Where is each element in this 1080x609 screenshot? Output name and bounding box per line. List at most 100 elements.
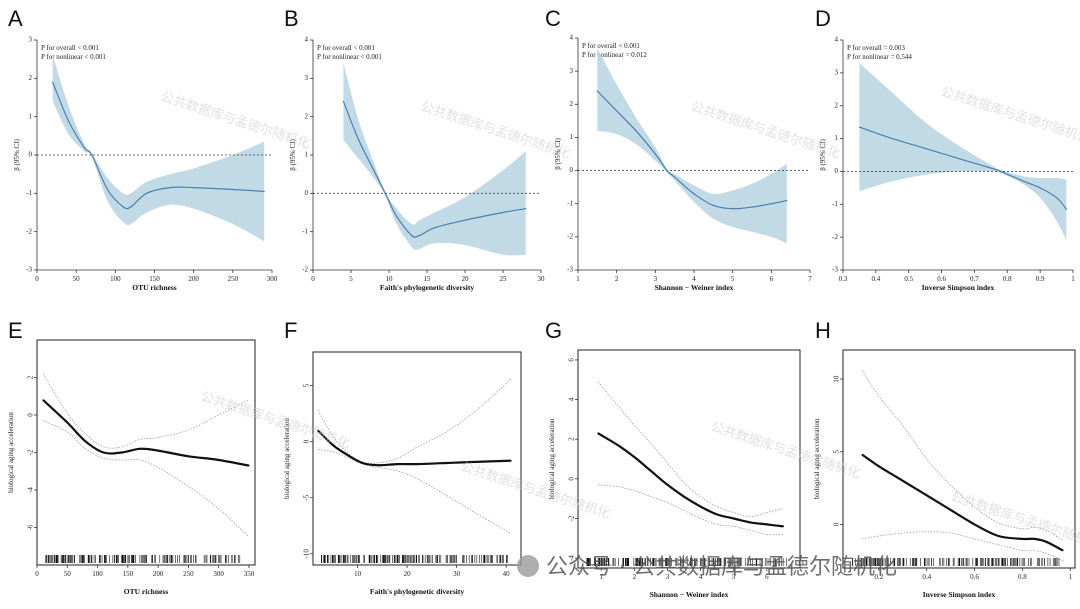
x-tick-label: 30 (453, 570, 461, 578)
plot-frame (36, 339, 256, 566)
fitted-curve (597, 432, 784, 528)
fit-point (122, 206, 124, 208)
confidence-band (343, 63, 526, 256)
x-axis-label: Faith's phylogenetic diversity (380, 283, 474, 292)
fit-point (1045, 541, 1047, 543)
y-axis-label: β (95% CI) (289, 139, 297, 171)
x-tick-label: 20 (462, 275, 470, 283)
fit-point (924, 147, 926, 150)
y-tick-label: 1 (570, 133, 574, 141)
x-tick-label: 150 (123, 570, 134, 578)
fit-point (997, 535, 1000, 537)
chart-panel-g: G -4 -2 0 2 4 6 1 2 3 4 5 6 Shannon − Weiner index bio… (545, 318, 801, 599)
fit-point (106, 188, 109, 191)
y-tick-label: 0 (568, 477, 576, 481)
fit-point (733, 517, 735, 520)
x-tick-label: 6 (770, 275, 774, 283)
upper-ci-curve (42, 373, 250, 449)
x-tick-label: 4 (692, 275, 696, 283)
x-tick-label: 1 (576, 275, 580, 283)
fit-point (411, 234, 413, 237)
fit-point (347, 454, 349, 456)
chart-panel-h: H 0 5 10 0.2 0.4 0.6 0.8 1 Inverse Simpson index b… (813, 318, 1076, 599)
fit-point (91, 154, 93, 156)
fit-point (861, 454, 863, 456)
p-value-annotation: P for overall = 0.003 (847, 44, 905, 52)
watermark-text: 公共数据库与孟德尔随机化 (199, 389, 352, 452)
y-tick-label: 2 (29, 74, 33, 82)
x-tick-label: 40 (503, 570, 511, 578)
panel-letter: F (284, 318, 297, 343)
p-value-annotation: P for nonlinear < 0.001 (317, 53, 382, 61)
y-tick-label: 3 (29, 36, 33, 44)
fit-point (434, 227, 436, 229)
fit-point (712, 204, 714, 206)
fit-point (139, 448, 141, 450)
fit-point (1055, 197, 1058, 199)
fit-point (67, 119, 69, 122)
y-tick-label: 3 (570, 67, 574, 75)
y-tick-label: -1 (567, 199, 573, 207)
fit-point (633, 456, 635, 458)
x-tick-label: 0.7 (970, 275, 979, 283)
fit-point (232, 188, 234, 191)
y-tick-label: -2 (567, 232, 573, 240)
fitted-curve (859, 126, 1067, 210)
fit-point (193, 186, 195, 189)
x-tick-label: 1 (1071, 275, 1075, 283)
y-tick-label: -10 (303, 549, 311, 559)
fit-point (396, 463, 398, 465)
y-tick-label: 0 (305, 189, 309, 197)
footer-watermark: 公众号 · 公共数据库与孟德尔随机化 (546, 555, 897, 580)
fit-point (950, 509, 952, 511)
x-tick-label: 25 (500, 275, 508, 283)
y-axis-label: biological aging acceleration (7, 412, 15, 493)
x-tick-label: 15 (424, 275, 432, 283)
fit-point (52, 81, 54, 83)
y-tick-label: 4 (568, 397, 576, 401)
x-tick-label: 5 (349, 275, 353, 283)
wechat-icon (517, 555, 539, 577)
x-tick-label: 7 (808, 275, 812, 283)
fit-point (376, 464, 378, 466)
y-tick-label: 5 (303, 383, 311, 387)
plot-frame (312, 351, 522, 566)
x-axis-label: Inverse Simpson index (923, 590, 996, 599)
fit-point (418, 234, 420, 237)
fit-point (317, 429, 319, 432)
fit-point (990, 167, 992, 169)
fit-point (751, 206, 753, 208)
fit-point (1033, 538, 1035, 540)
x-tick-label: 2 (633, 573, 637, 581)
plot-frame (842, 349, 1076, 569)
y-tick-label: 4 (305, 36, 309, 44)
fit-point (475, 461, 478, 463)
fitted-curve (317, 429, 512, 467)
chart-panel-f: F -10 -5 0 5 10 20 30 40 Faith's phylogenetic div… (283, 318, 522, 596)
chart-panel-c: C -3 -2 -1 0 1 2 3 4 1 2 3 4 5 6 7 Shannon − Weiner inde… (545, 6, 812, 292)
fit-point (666, 484, 669, 486)
x-tick-label: 0.2 (875, 573, 884, 581)
watermark-text: 公共数据库与孟德尔随机化 (689, 99, 842, 162)
y-tick-label: 2 (568, 437, 576, 441)
fit-point (83, 146, 85, 148)
y-tick-label: -2 (27, 449, 35, 455)
fit-point (1000, 170, 1002, 173)
x-axis-label: Shannon − Weiner index (655, 283, 734, 292)
fit-point (782, 525, 785, 527)
fit-point (121, 451, 123, 454)
fit-point (766, 523, 768, 526)
y-tick-label: 4 (570, 34, 574, 42)
x-tick-label: 0.4 (871, 275, 880, 283)
y-tick-label: 2 (570, 100, 574, 108)
chart-panel-e: E -6 -4 -2 0 2 0 50 100 150 200 250 300 350 OTU richne… (7, 318, 256, 596)
fit-point (699, 505, 702, 508)
x-tick-label: 0.8 (1003, 275, 1012, 283)
x-tick-label: 0.8 (1018, 573, 1027, 581)
y-tick-label: 6 (568, 358, 576, 362)
x-tick-label: 4 (699, 573, 703, 581)
fit-point (596, 90, 598, 92)
fit-point (66, 421, 68, 424)
fit-point (716, 513, 718, 516)
y-tick-label: -6 (27, 524, 35, 530)
